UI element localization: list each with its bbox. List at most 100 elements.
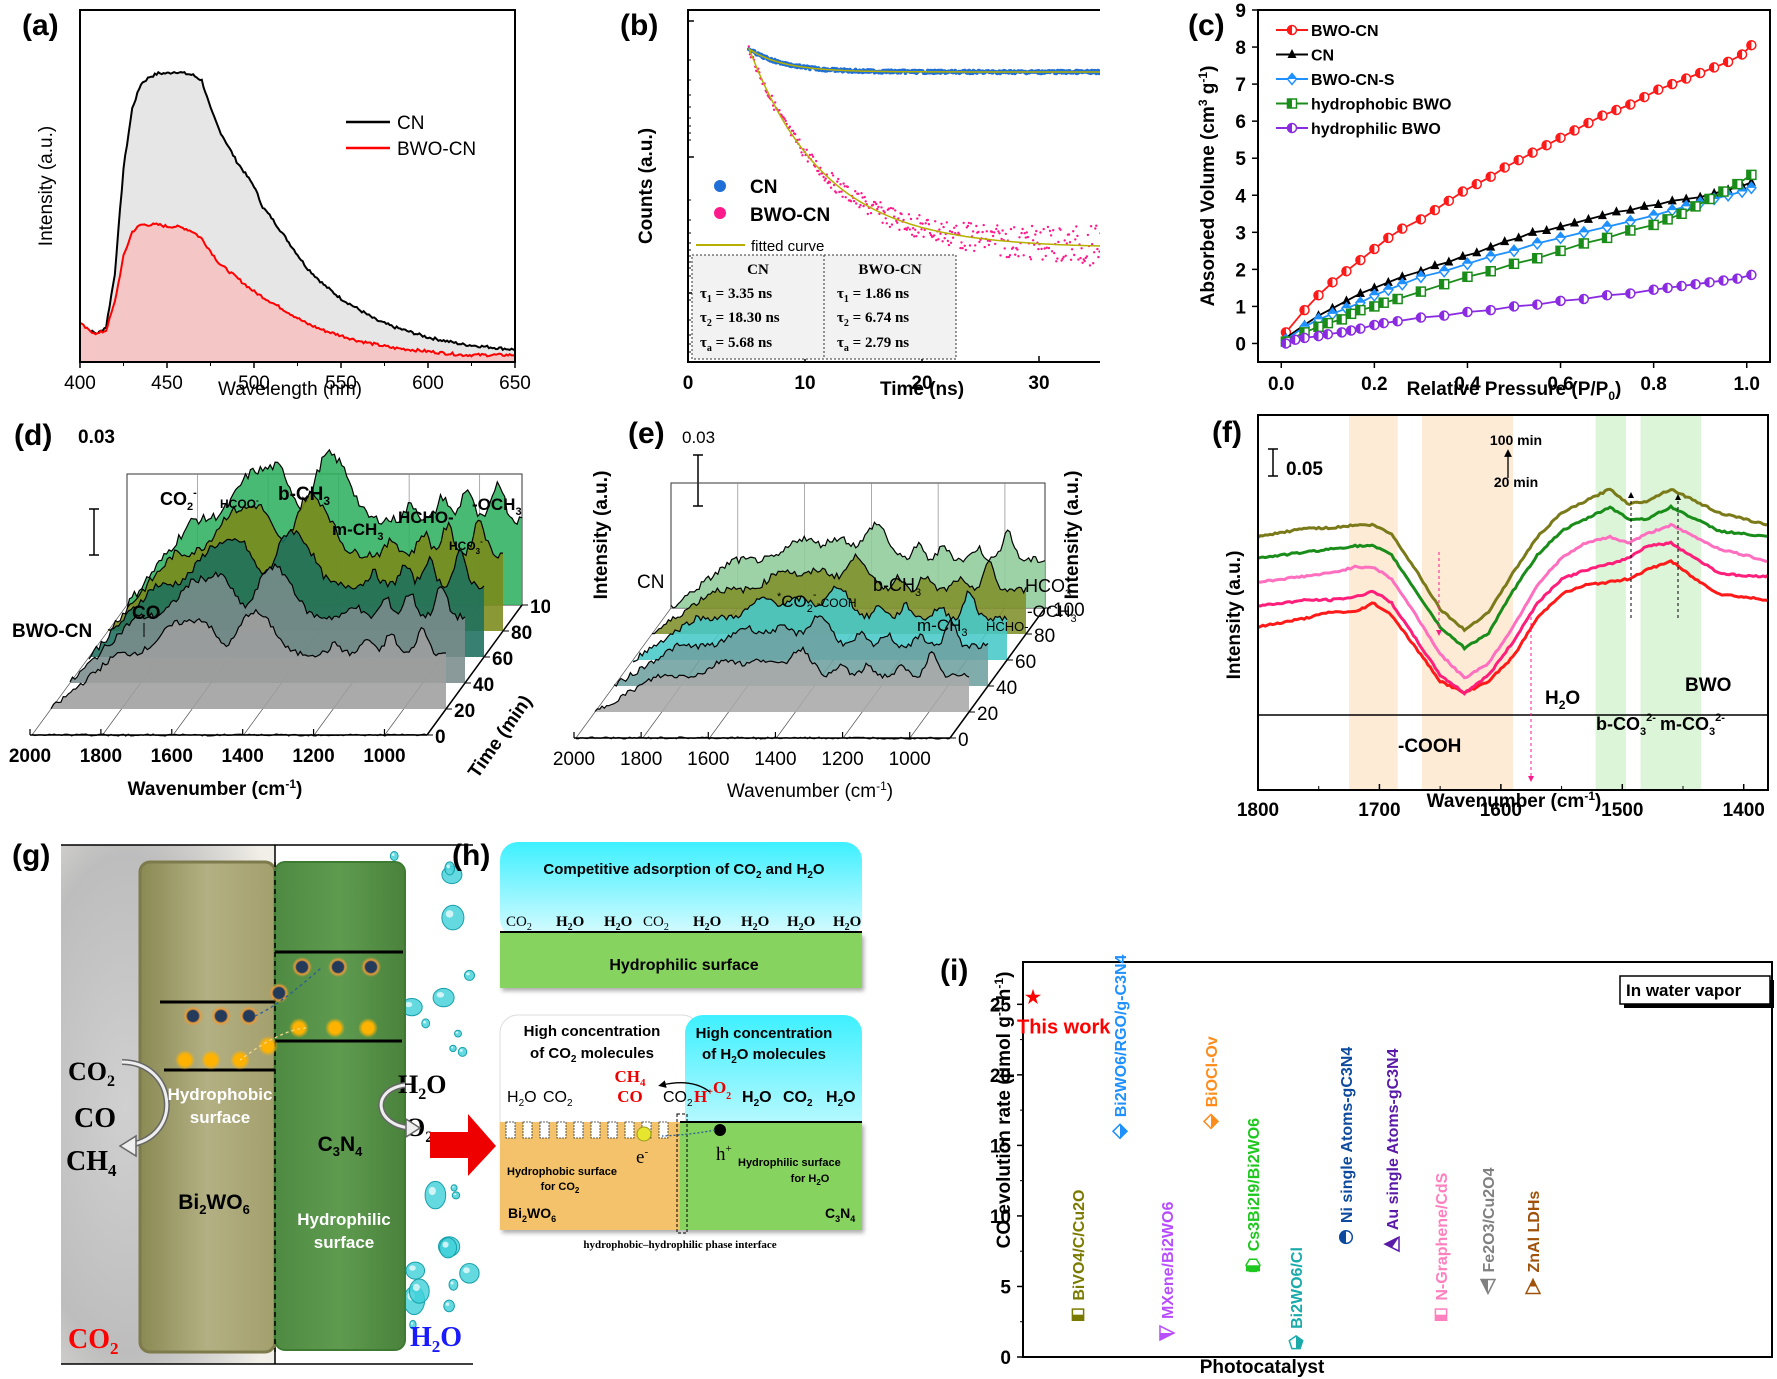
data-point-bwo-cn <box>1057 240 1060 244</box>
z-tick-label: 80 <box>511 623 532 644</box>
data-point-bwo-cn-s-fill <box>1556 232 1566 238</box>
data-point-bwo-cn <box>866 212 869 216</box>
x-tick-label: 0.2 <box>1361 374 1387 395</box>
data-point-bwo-cn <box>858 206 861 209</box>
data-point-bwo-cn <box>924 222 927 225</box>
data-point-bwo-cn <box>801 154 804 157</box>
data-point-bwo-cn-fill <box>1681 74 1687 84</box>
data-point-hydrophobic-bwo-fill <box>1704 194 1710 204</box>
y-axis-label-d: Intensity (a.u.) <box>591 471 612 600</box>
data-point-bwo-cn <box>1069 258 1073 261</box>
legend-label-water-vapor: In water vapor <box>1626 981 1742 1000</box>
spectrum-area-t20 <box>51 609 446 709</box>
data-point-bi2wo6-rgo-g-c3n4-fill <box>1120 1124 1127 1139</box>
y-tick-label: 3 <box>1235 223 1246 244</box>
annotation-m-ch3: m-CH3 <box>917 616 968 639</box>
data-point-bwo-cn <box>939 232 942 235</box>
data-point-bwo-cn <box>857 192 860 195</box>
data-point-bwo-cn <box>880 206 883 209</box>
data-point-bwo-cn <box>838 190 841 194</box>
data-point-cn <box>1542 224 1552 234</box>
x-tick-label: 450 <box>151 373 183 394</box>
data-point-hydrophilic-bwo-fill <box>1704 277 1710 287</box>
data-point-bwo-cn <box>969 222 973 225</box>
data-point-bwo-cn <box>971 230 975 233</box>
data-point-bwo-cn <box>1067 233 1071 236</box>
z-tick-label: 20 <box>454 701 475 722</box>
data-point-bwo-cn <box>862 204 865 208</box>
data-point-hydrophobic-bwo-fill <box>1486 266 1491 276</box>
panel-f: (f) 0.05 100 min 20 min -COOH H2O b-CO32… <box>1212 414 1769 821</box>
data-point-bwo-cn <box>1043 247 1046 250</box>
data-point-mxene-bi2wo6-fill <box>1160 1333 1174 1341</box>
data-point-bwo-cn <box>957 231 960 234</box>
data-point-bwo-cn <box>1098 250 1100 253</box>
data-point-bwo-cn <box>1020 231 1023 235</box>
data-point-bwo-cn <box>1063 239 1066 242</box>
legend-label-fit: fitted curve <box>751 238 824 255</box>
legend-marker-fill <box>1287 123 1292 133</box>
table-cell-cn-taua: τa = 5.68 ns <box>700 335 772 354</box>
data-point-hydrophobic-bwo-fill <box>1677 209 1682 219</box>
z-tick-label: 0 <box>435 727 446 748</box>
data-point-bwo-cn <box>985 230 988 233</box>
water-droplet <box>421 1018 431 1029</box>
annotation-co2: *CO2--COOH <box>777 589 857 615</box>
spectrum-line-t100 <box>126 448 523 610</box>
data-point-bi2wo6-cl-fill <box>1296 1335 1303 1349</box>
data-label-cs3bi2i9-bi2wo6: Cs3Bi2I9/Bi2WO6 <box>1246 1118 1263 1251</box>
data-point-bwo-cn <box>1033 243 1036 246</box>
panel-label-d: (d) <box>14 419 52 452</box>
z-tick-label: 100 <box>1053 600 1085 621</box>
data-point-bwo-cn <box>841 195 844 198</box>
data-point-bwo-cn <box>823 179 826 182</box>
data-point-bwo-cn <box>1092 262 1095 265</box>
data-point-bwo-cn <box>784 119 787 123</box>
data-point-bwo-cn <box>852 199 856 203</box>
data-point-hydrophilic-bwo-fill <box>1281 338 1286 348</box>
data-point-hydrophilic-bwo-fill <box>1355 324 1361 334</box>
data-point-bwo-cn <box>890 223 894 226</box>
data-label-znal-ldhs: ZnAl LDHs <box>1526 1191 1543 1273</box>
data-point-bwo-cn-s-fill <box>1314 313 1324 320</box>
data-label-mxene-bi2wo6: MXene/Bi2WO6 <box>1160 1202 1177 1319</box>
hydrophobic-for-line2: for CO2 <box>541 1181 580 1195</box>
data-point-bwo-cn <box>876 207 879 211</box>
data-point-bwo-cn <box>964 248 967 252</box>
plot-a <box>79 70 516 362</box>
band-b-co3-2- <box>1595 415 1626 790</box>
y-axis-label-b: Counts (a.u.) <box>636 128 657 244</box>
molecule-h2o: H2O <box>741 914 769 933</box>
data-point-bwo-cn <box>824 177 827 180</box>
data-point-bwo-cn <box>840 190 843 193</box>
data-point-bwo-cn <box>987 243 991 247</box>
panel-label-i: (i) <box>940 954 968 987</box>
data-point-bwo-cn <box>928 231 932 235</box>
x-tick-label: 1200 <box>821 749 863 770</box>
top-molecules: CO2 H2O H2O CO2 H2O H2O H2O H2O <box>506 914 861 933</box>
data-point-n-graphene-cds-fill <box>1435 1314 1447 1321</box>
data-point-bwo-cn <box>1016 248 1019 251</box>
surface-pore <box>590 1121 601 1139</box>
panel-label-c: (c) <box>1188 9 1225 42</box>
data-point-bwo-cn <box>828 181 832 184</box>
x-tick-label: 1800 <box>80 746 122 767</box>
data-point-bwo-cn <box>1039 231 1042 234</box>
x-tick-label: 1800 <box>1237 800 1279 821</box>
data-point-bwo-cn <box>983 245 986 249</box>
scale-bar-e <box>693 454 703 507</box>
data-point-bwo-cn <box>774 101 777 104</box>
panel-b: (b) 010203040 Time (ns) Counts (a.u.) CN… <box>620 9 1100 400</box>
charge-transfer-path <box>661 1129 716 1137</box>
panel-label-e: (e) <box>628 417 665 450</box>
data-point-cn <box>1472 247 1482 257</box>
data-point-hydrophilic-bwo-fill <box>1439 311 1445 321</box>
data-point-bwo-cn <box>1000 237 1003 241</box>
scale-bar-label-f: 0.05 <box>1286 459 1323 480</box>
y-tick-label: 8 <box>1235 38 1246 59</box>
annotation-och3: -OCH3 <box>1027 602 1077 625</box>
data-point-bwo-cn <box>998 232 1001 235</box>
data-point-hydrophilic-bwo-fill <box>1649 285 1654 295</box>
data-point-hydrophilic-bwo-fill <box>1393 316 1398 326</box>
x-tick-label: 1500 <box>1601 800 1643 821</box>
